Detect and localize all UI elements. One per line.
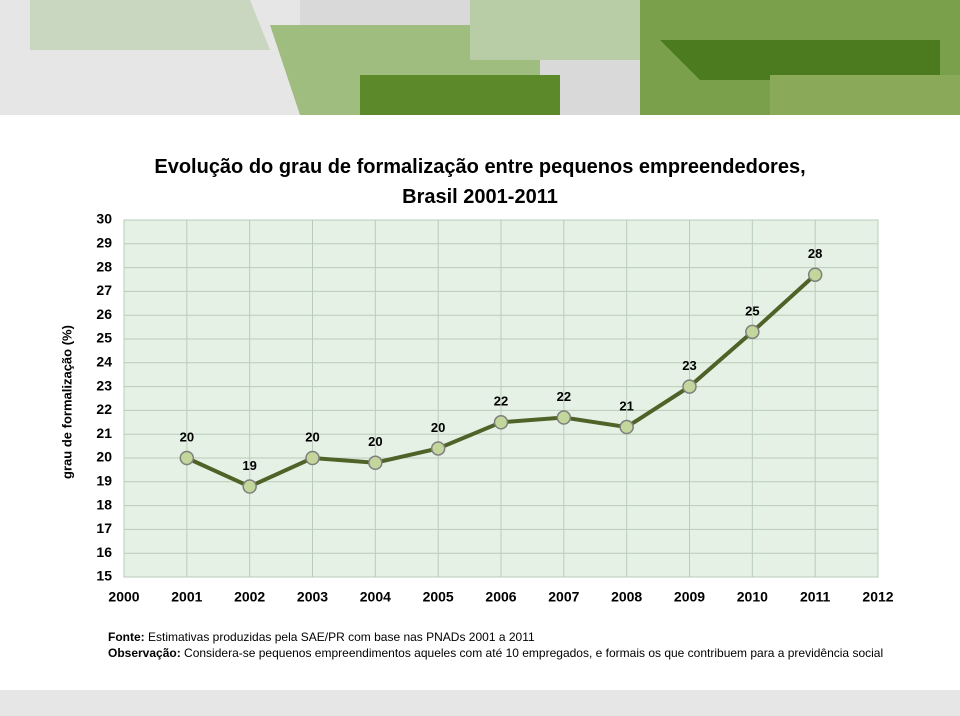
point: [368, 455, 383, 471]
data-label: 21: [619, 398, 633, 413]
y-tick-label: 15: [96, 568, 112, 584]
y-tick-label: 27: [96, 282, 112, 298]
data-label: 20: [431, 420, 445, 435]
data-label: 19: [242, 458, 256, 473]
point: [556, 410, 572, 425]
y-tick-label: 23: [96, 377, 112, 393]
data-label: 20: [368, 434, 382, 449]
x-tick-label: 2001: [171, 589, 202, 605]
x-tick-label: 2008: [611, 589, 642, 605]
x-tick-label: 2007: [548, 589, 579, 605]
note-label: Fonte:: [108, 630, 145, 644]
x-tick-label: 2006: [485, 589, 516, 605]
point: [493, 415, 509, 430]
point: [430, 441, 446, 456]
y-tick-label: 26: [96, 306, 112, 322]
point: [619, 419, 634, 435]
observation-note: Observação: Considera-se pequenos empree…: [108, 646, 883, 660]
data-label: 20: [305, 429, 319, 444]
point: [807, 267, 823, 282]
y-tick-label: 30: [96, 211, 112, 227]
y-tick-label: 20: [96, 449, 112, 465]
y-tick-label: 25: [96, 330, 112, 346]
note-label: Observação:: [108, 646, 181, 660]
point: [745, 324, 760, 340]
x-tick-label: 2009: [674, 589, 705, 605]
y-tick-label: 28: [96, 258, 112, 274]
point: [682, 379, 697, 394]
chart-title: Evolução do grau de formalização entre p…: [154, 156, 806, 208]
data-label: 20: [180, 429, 194, 444]
y-tick-label: 24: [96, 354, 112, 370]
data-label: 22: [494, 394, 508, 409]
x-tick-label: 2004: [360, 589, 391, 605]
x-tick-label: 2012: [862, 589, 893, 605]
y-tick-label: 29: [96, 235, 112, 251]
x-tick-label: 2005: [423, 589, 454, 605]
point: [179, 450, 195, 466]
note-text: Considera-se pequenos empreendimentos aq…: [184, 646, 884, 660]
y-axis-label: grau de formalização (%): [59, 325, 74, 479]
x-tick-label: 2011: [800, 589, 831, 605]
x-tick-label: 2003: [297, 589, 328, 605]
y-tick-label: 21: [96, 425, 112, 441]
x-tick-label: 2000: [108, 589, 139, 605]
x-tick-label: 2010: [737, 589, 768, 605]
point: [305, 450, 320, 466]
point: [242, 479, 257, 494]
note-text: Estimativas produzidas pela SAE/PR com b…: [148, 630, 535, 644]
x-tick-label: 2002: [234, 589, 265, 605]
data-label: 22: [557, 389, 571, 404]
y-tick-label: 22: [96, 401, 112, 417]
y-tick-label: 18: [96, 496, 112, 512]
source-note: Fonte: Estimativas produzidas pela SAE/P…: [108, 630, 535, 644]
y-tick-label: 17: [96, 520, 112, 536]
data-label: 28: [808, 246, 822, 261]
y-tick-label: 19: [96, 473, 112, 489]
data-label: 23: [682, 358, 696, 373]
y-tick-label: 16: [96, 544, 112, 560]
data-label: 25: [745, 303, 759, 318]
